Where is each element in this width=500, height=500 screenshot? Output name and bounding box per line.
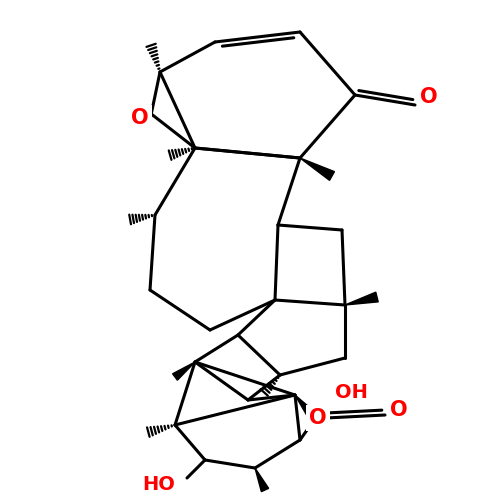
Polygon shape <box>255 468 268 491</box>
Polygon shape <box>295 395 313 415</box>
Polygon shape <box>345 292 378 305</box>
Text: O: O <box>309 408 327 428</box>
Text: O: O <box>131 108 149 128</box>
Text: O: O <box>390 400 408 420</box>
Polygon shape <box>300 158 334 180</box>
Text: O: O <box>420 87 438 107</box>
Text: HO: HO <box>142 476 175 494</box>
Polygon shape <box>172 362 195 380</box>
Text: OH: OH <box>335 384 368 402</box>
